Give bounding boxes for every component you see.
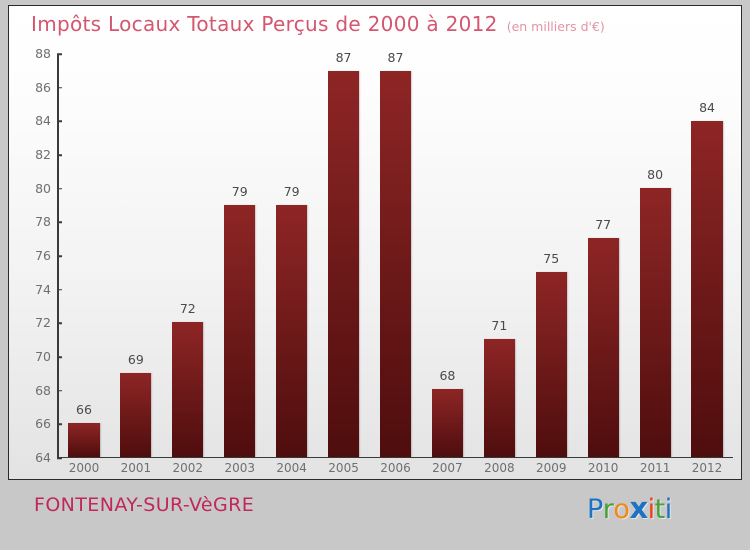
plot-wrapper: 64 66 68 70 72 74 76 78 80 82 84 86 88 66 69 72 79 79 87 8… bbox=[35, 47, 733, 463]
x-axis-tick-label: 2006 bbox=[380, 461, 411, 475]
bar-value-label: 84 bbox=[699, 100, 715, 116]
bar-slot: 87 bbox=[318, 51, 370, 457]
bar-value-label: 68 bbox=[439, 368, 456, 384]
footer: FONTENAY-SUR-VèGRE Proxiti bbox=[0, 482, 750, 550]
x-axis-tick-label: 2011 bbox=[639, 461, 671, 475]
logo-letter-r: r bbox=[602, 494, 614, 525]
x-axis-tick-label: 2003 bbox=[224, 461, 255, 475]
bar-value-label: 77 bbox=[595, 217, 612, 233]
logo-letter-i-second: i bbox=[664, 494, 673, 525]
bar[interactable]: 77 bbox=[587, 219, 619, 457]
y-axis-tick-label: 70 bbox=[35, 348, 51, 364]
x-axis-tick-label: 2004 bbox=[276, 461, 307, 475]
y-axis-tick-mark bbox=[57, 154, 62, 156]
y-axis-tick-label: 82 bbox=[35, 146, 51, 162]
bar[interactable]: 66 bbox=[68, 403, 100, 457]
bar[interactable]: 75 bbox=[535, 253, 567, 457]
bar-slot: 87 bbox=[370, 51, 422, 457]
y-axis-tick-label: 72 bbox=[35, 315, 51, 331]
logo-letter-p: P bbox=[587, 494, 603, 525]
bar-value-label: 75 bbox=[543, 251, 560, 267]
y-axis-tick-label: 86 bbox=[35, 79, 51, 95]
x-axis-tick-label: 2007 bbox=[432, 461, 463, 475]
bar[interactable]: 69 bbox=[120, 353, 152, 457]
x-axis-tick-label: 2001 bbox=[120, 461, 152, 475]
bar-value-label: 69 bbox=[127, 351, 144, 367]
bar[interactable]: 68 bbox=[431, 370, 463, 457]
bar-slot: 79 bbox=[266, 54, 318, 457]
bar-slot: 72 bbox=[162, 54, 214, 457]
x-axis-labels: 2000 2001 2002 2003 2004 2005 2006 2007 2008 2009… bbox=[58, 461, 733, 475]
y-axis-tick-mark bbox=[57, 389, 62, 392]
y-axis-tick-label: 66 bbox=[35, 416, 51, 432]
x-axis-tick-label: 2002 bbox=[172, 461, 204, 475]
bar[interactable]: 72 bbox=[172, 303, 204, 457]
y-axis-tick-mark bbox=[57, 86, 62, 89]
bar-value-label: 80 bbox=[647, 167, 664, 183]
logo-letter-i-first: i bbox=[647, 494, 656, 525]
y-axis-tick-label: 88 bbox=[35, 45, 51, 61]
bar-slot: 75 bbox=[525, 54, 577, 457]
y-axis-tick-label: 64 bbox=[35, 449, 51, 465]
y-axis-tick-mark bbox=[57, 457, 62, 459]
y-axis-tick-label: 80 bbox=[35, 180, 51, 196]
bar-value-label: 79 bbox=[283, 183, 300, 199]
bar-value-label: 66 bbox=[76, 401, 92, 417]
y-axis-tick-label: 74 bbox=[35, 281, 51, 297]
bar-value-label: 79 bbox=[231, 183, 248, 199]
y-axis-tick-mark bbox=[57, 255, 62, 257]
y-axis-tick-label: 78 bbox=[35, 214, 51, 230]
bar[interactable]: 79 bbox=[276, 185, 308, 457]
bar-slot: 68 bbox=[421, 54, 473, 457]
y-axis-tick-mark bbox=[57, 221, 62, 224]
x-axis-tick-label: 2008 bbox=[484, 461, 515, 475]
chart-panel: Impôts Locaux Totaux Perçus de 2000 à 20… bbox=[8, 5, 742, 480]
x-axis-tick-label: 2012 bbox=[691, 461, 723, 475]
x-axis-tick-label: 2005 bbox=[328, 461, 359, 475]
chart-subtitle: (en milliers d'€) bbox=[506, 19, 605, 34]
y-axis-tick-mark bbox=[57, 187, 62, 190]
y-axis-tick-label: 76 bbox=[35, 247, 51, 263]
proxiti-logo[interactable]: Proxiti bbox=[587, 491, 672, 525]
logo-letter-t: t bbox=[654, 494, 666, 525]
bar[interactable]: 71 bbox=[483, 320, 515, 457]
commune-name: FONTENAY-SUR-VèGRE bbox=[34, 494, 255, 516]
bar-value-label: 72 bbox=[179, 301, 196, 317]
y-axis-tick-mark bbox=[57, 423, 62, 426]
bar-slot: 69 bbox=[110, 54, 162, 457]
bar[interactable]: 87 bbox=[328, 51, 360, 457]
bar-slot: 66 bbox=[58, 54, 110, 457]
x-axis-tick-label: 2000 bbox=[68, 461, 100, 475]
bar[interactable]: 87 bbox=[379, 51, 412, 457]
bar-slot: 79 bbox=[214, 54, 266, 457]
y-axis-tick-mark bbox=[57, 356, 62, 358]
y-axis-tick-mark bbox=[57, 120, 62, 123]
logo-letter-x: x bbox=[629, 491, 648, 525]
bar[interactable]: 80 bbox=[639, 169, 671, 457]
bar[interactable]: 84 bbox=[691, 102, 723, 457]
bar-value-label: 71 bbox=[491, 318, 508, 334]
x-axis-line bbox=[57, 456, 733, 458]
bar-value-label: 87 bbox=[335, 49, 352, 65]
bar-slot: 77 bbox=[577, 54, 629, 457]
y-axis-tick-label: 84 bbox=[35, 113, 51, 129]
bar-slot: 84 bbox=[681, 54, 733, 457]
bar-value-label: 87 bbox=[387, 49, 404, 65]
chart-title-row: Impôts Locaux Totaux Perçus de 2000 à 20… bbox=[31, 12, 605, 36]
y-axis-tick-mark bbox=[57, 288, 62, 291]
y-axis-tick-label: 68 bbox=[35, 382, 51, 398]
plot-area: 64 66 68 70 72 74 76 78 80 82 84 86 88 66 69 72 79 79 87 8… bbox=[35, 47, 733, 463]
bar[interactable]: 79 bbox=[224, 185, 256, 457]
bars-layer: 66 69 72 79 79 87 87 68 71 75 77 80 84 bbox=[58, 51, 733, 457]
bar-slot: 71 bbox=[473, 54, 525, 457]
bar-slot: 80 bbox=[629, 54, 681, 457]
y-axis-tick-mark bbox=[57, 322, 62, 325]
page-title: Impôts Locaux Totaux Perçus de 2000 à 20… bbox=[31, 12, 498, 36]
x-axis-tick-label: 2009 bbox=[535, 461, 567, 475]
x-axis-tick-label: 2010 bbox=[587, 461, 619, 475]
y-axis-tick-mark bbox=[57, 53, 62, 55]
logo-letter-o: o bbox=[613, 494, 630, 525]
